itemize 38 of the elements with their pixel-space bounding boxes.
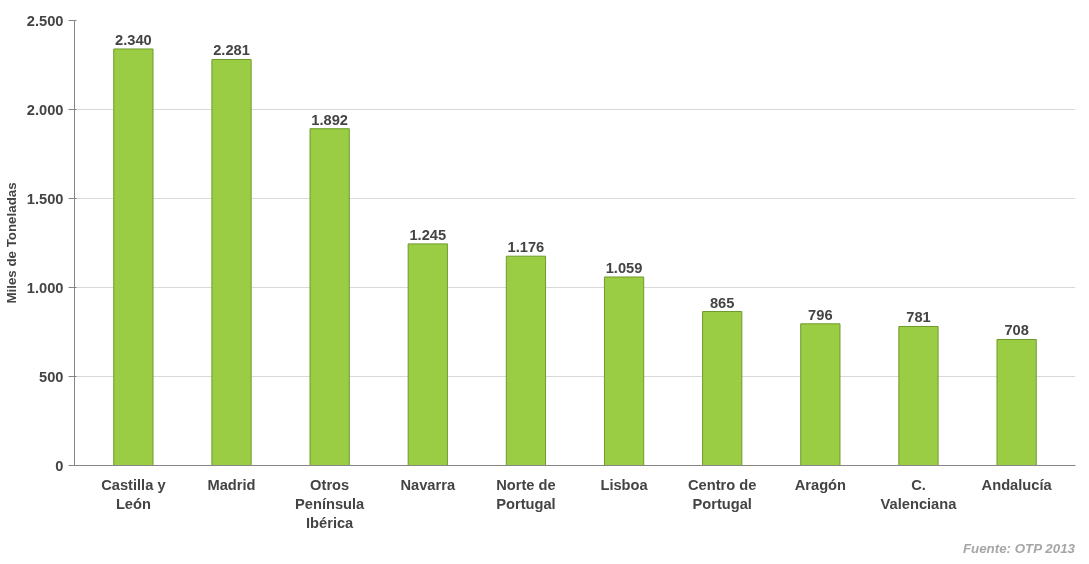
x-tick-label: Norte de Portugal	[496, 476, 556, 512]
x-tick-label: Aragón	[794, 476, 847, 493]
data-label: 1.059	[605, 260, 643, 276]
bar	[505, 255, 547, 466]
bar	[702, 311, 743, 466]
bar	[800, 323, 841, 466]
data-label: 1.176	[507, 239, 545, 256]
bar	[113, 48, 154, 466]
y-tick-label: 1.500	[26, 190, 64, 207]
bar	[996, 338, 1037, 466]
x-tick-label: Madrid	[207, 476, 256, 493]
y-tick-label: 2.500	[26, 12, 64, 29]
data-label: 1.892	[311, 111, 349, 128]
x-tick-label: Castilla y León	[101, 476, 167, 512]
data-label: 781	[906, 309, 931, 326]
y-tick-label: 500	[39, 368, 64, 385]
data-label: 796	[808, 306, 833, 323]
data-label: 1.245	[409, 226, 447, 243]
x-tick-label: Lisboa	[600, 476, 649, 493]
x-tick-label: Otros Península Ibérica	[295, 476, 366, 531]
bar	[309, 128, 350, 466]
data-label: 865	[709, 294, 735, 311]
data-label: 2.340	[115, 31, 152, 48]
x-tick-label: Navarra	[400, 476, 456, 493]
x-tick-label: Centro de Portugal	[688, 476, 757, 512]
y-tick-label: 0	[55, 457, 64, 474]
y-tick-label: 1.000	[26, 279, 64, 296]
bar	[898, 325, 939, 466]
x-tick-label: Andalucía	[981, 476, 1053, 493]
bar	[603, 276, 645, 466]
y-tick-label: 2.000	[26, 101, 64, 118]
source-note: Fuente: OTP 2013	[962, 540, 1076, 556]
x-tick-label: C. Valenciana	[880, 476, 958, 512]
bar	[407, 243, 448, 466]
data-label: 2.281	[213, 42, 250, 59]
y-axis-title: Miles de Toneladas	[3, 182, 19, 304]
data-label: 708	[1004, 322, 1029, 339]
bar	[211, 58, 252, 466]
